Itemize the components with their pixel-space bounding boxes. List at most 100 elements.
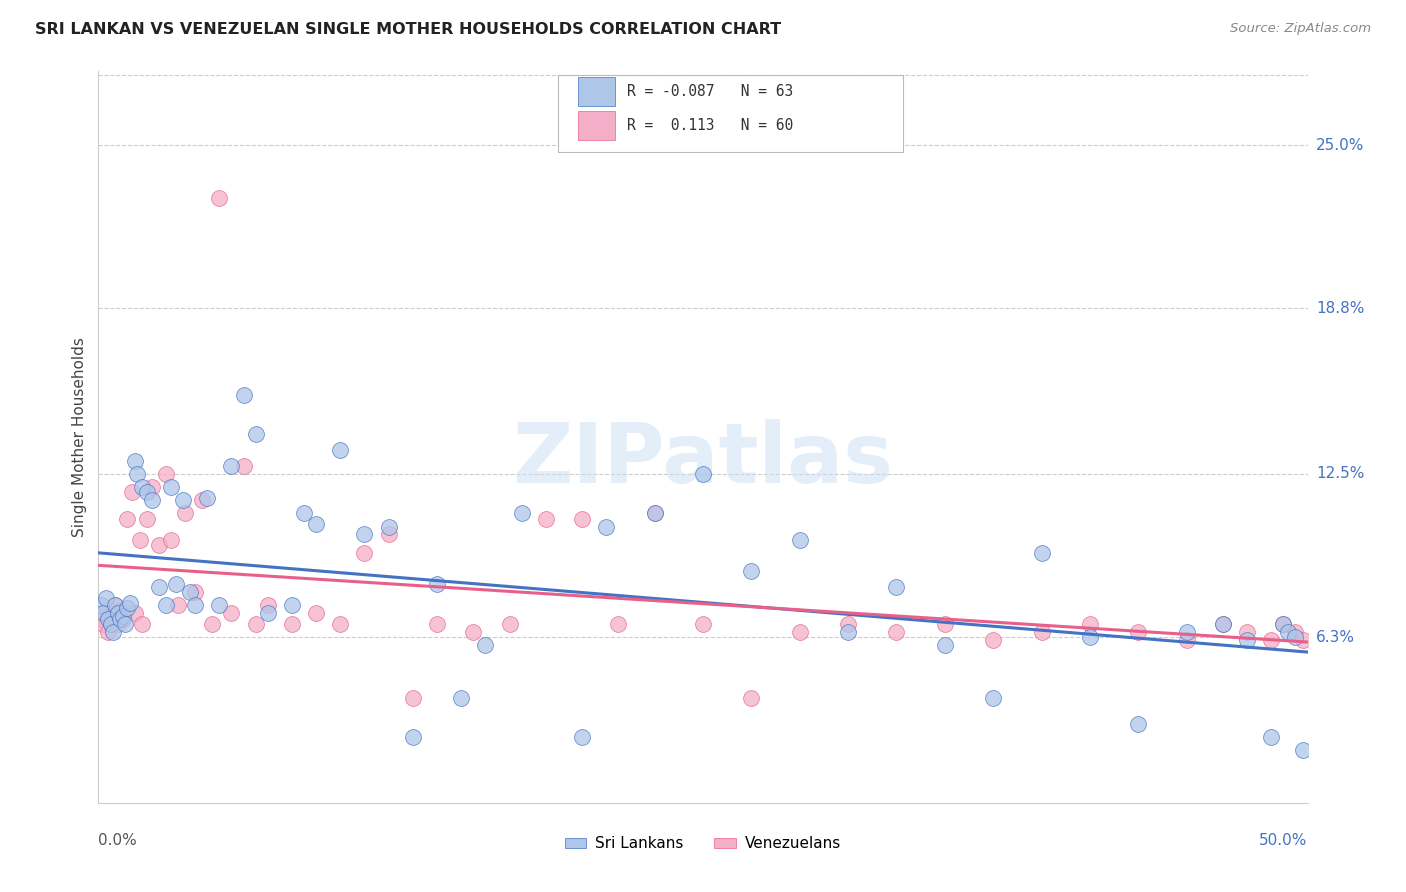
Point bbox=[789, 533, 811, 547]
Point bbox=[1277, 624, 1299, 639]
Point bbox=[111, 612, 134, 626]
Point bbox=[740, 564, 762, 578]
Point bbox=[135, 511, 157, 525]
Point bbox=[607, 616, 630, 631]
Point bbox=[195, 491, 218, 505]
Point bbox=[571, 511, 593, 525]
Point bbox=[131, 616, 153, 631]
Point bbox=[208, 191, 231, 205]
Point bbox=[1292, 632, 1315, 647]
Point bbox=[305, 516, 328, 531]
Point bbox=[426, 616, 449, 631]
Text: R = -0.087   N = 63: R = -0.087 N = 63 bbox=[627, 85, 793, 99]
Point bbox=[571, 730, 593, 744]
Point bbox=[121, 485, 143, 500]
Point bbox=[165, 577, 187, 591]
Point bbox=[1031, 546, 1053, 560]
Point bbox=[172, 493, 194, 508]
Point bbox=[595, 519, 617, 533]
Point bbox=[148, 538, 170, 552]
Point bbox=[191, 493, 214, 508]
Point bbox=[498, 616, 520, 631]
Point bbox=[141, 493, 163, 508]
FancyBboxPatch shape bbox=[558, 75, 903, 152]
Point bbox=[1272, 616, 1295, 631]
Point bbox=[402, 690, 425, 705]
Point bbox=[256, 599, 278, 613]
Point bbox=[167, 599, 190, 613]
Text: 0.0%: 0.0% bbox=[98, 833, 138, 848]
Y-axis label: Single Mother Households: Single Mother Households bbox=[72, 337, 87, 537]
Point bbox=[1284, 630, 1306, 644]
Point bbox=[101, 624, 124, 639]
FancyBboxPatch shape bbox=[578, 111, 614, 140]
Point bbox=[232, 458, 254, 473]
Point bbox=[94, 607, 117, 621]
Point bbox=[886, 624, 908, 639]
Point bbox=[292, 507, 315, 521]
Point bbox=[160, 533, 183, 547]
Point bbox=[1128, 624, 1150, 639]
Point bbox=[353, 527, 375, 541]
Text: R =  0.113   N = 60: R = 0.113 N = 60 bbox=[627, 118, 793, 133]
Point bbox=[201, 616, 224, 631]
Point bbox=[305, 607, 328, 621]
Point bbox=[124, 607, 146, 621]
Point bbox=[740, 690, 762, 705]
Point bbox=[179, 585, 201, 599]
Point bbox=[160, 480, 183, 494]
Point bbox=[208, 599, 231, 613]
Point bbox=[118, 596, 141, 610]
Point bbox=[1031, 624, 1053, 639]
Point bbox=[1260, 632, 1282, 647]
Text: 6.3%: 6.3% bbox=[1316, 630, 1355, 645]
Point bbox=[155, 599, 177, 613]
Point bbox=[90, 599, 112, 613]
Point bbox=[100, 616, 122, 631]
Point bbox=[1236, 624, 1258, 639]
Point bbox=[127, 467, 149, 481]
Text: SRI LANKAN VS VENEZUELAN SINGLE MOTHER HOUSEHOLDS CORRELATION CHART: SRI LANKAN VS VENEZUELAN SINGLE MOTHER H… bbox=[35, 22, 782, 37]
Text: 25.0%: 25.0% bbox=[1316, 137, 1364, 153]
Point bbox=[245, 427, 267, 442]
Point bbox=[692, 467, 714, 481]
Point bbox=[450, 690, 472, 705]
Legend: Sri Lankans, Venezuelans: Sri Lankans, Venezuelans bbox=[558, 830, 848, 857]
Point bbox=[644, 507, 666, 521]
Point bbox=[97, 624, 120, 639]
Text: ZIPatlas: ZIPatlas bbox=[513, 418, 893, 500]
Point bbox=[221, 607, 243, 621]
Point bbox=[981, 690, 1004, 705]
Point bbox=[426, 577, 449, 591]
Point bbox=[131, 480, 153, 494]
Point bbox=[402, 730, 425, 744]
Point bbox=[934, 638, 956, 652]
Point bbox=[644, 507, 666, 521]
Point bbox=[1212, 616, 1234, 631]
Point bbox=[534, 511, 557, 525]
Point bbox=[117, 511, 139, 525]
Point bbox=[104, 599, 127, 613]
Point bbox=[221, 458, 243, 473]
Point bbox=[1236, 632, 1258, 647]
Text: Source: ZipAtlas.com: Source: ZipAtlas.com bbox=[1230, 22, 1371, 36]
Point bbox=[141, 480, 163, 494]
Point bbox=[329, 443, 352, 458]
Point bbox=[135, 485, 157, 500]
Point bbox=[107, 607, 129, 621]
Text: 12.5%: 12.5% bbox=[1316, 467, 1364, 482]
Point bbox=[377, 527, 399, 541]
Point bbox=[111, 609, 134, 624]
Point bbox=[256, 607, 278, 621]
Point bbox=[104, 599, 127, 613]
Point bbox=[1292, 743, 1315, 757]
Point bbox=[114, 616, 136, 631]
Point bbox=[463, 624, 485, 639]
Point bbox=[281, 599, 304, 613]
Point bbox=[1212, 616, 1234, 631]
Point bbox=[474, 638, 496, 652]
Point bbox=[108, 612, 131, 626]
Point bbox=[329, 616, 352, 631]
Point bbox=[1078, 616, 1101, 631]
Point bbox=[184, 585, 207, 599]
